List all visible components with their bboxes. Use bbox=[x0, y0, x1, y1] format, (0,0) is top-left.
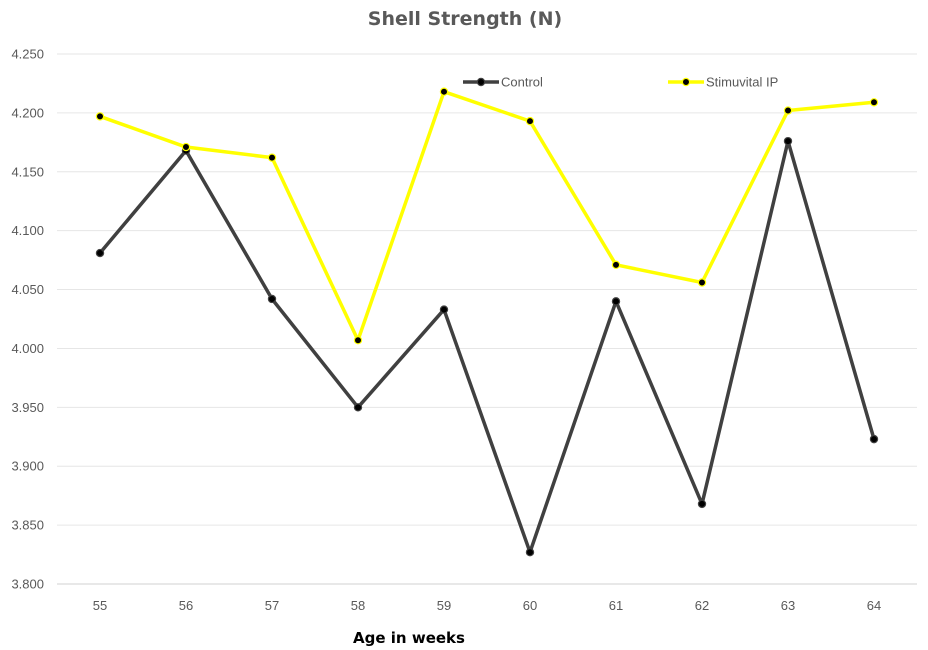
legend: Control Stimuvital IP bbox=[463, 75, 778, 90]
data-point bbox=[95, 248, 105, 258]
series-line bbox=[98, 139, 876, 554]
data-point bbox=[783, 136, 793, 146]
data-point bbox=[611, 297, 621, 306]
x-tick-label: 58 bbox=[351, 598, 365, 613]
y-tick-label: 4.250 bbox=[11, 47, 44, 62]
series-layer bbox=[95, 87, 879, 557]
data-point bbox=[267, 153, 277, 162]
y-tick-label: 4.100 bbox=[11, 223, 44, 238]
data-point bbox=[353, 336, 363, 345]
y-tick-label: 3.950 bbox=[11, 400, 44, 415]
y-tick-label: 4.200 bbox=[11, 105, 44, 120]
data-point bbox=[95, 112, 105, 121]
data-point bbox=[869, 98, 879, 107]
data-point bbox=[611, 260, 621, 270]
y-tick-label: 4.000 bbox=[11, 341, 44, 356]
data-point bbox=[697, 278, 707, 287]
data-point bbox=[181, 142, 191, 152]
x-tick-label: 59 bbox=[437, 598, 451, 613]
data-point bbox=[439, 87, 449, 96]
x-tick-label: 63 bbox=[781, 598, 795, 613]
data-point bbox=[869, 434, 879, 444]
series-line bbox=[99, 89, 875, 342]
x-tick-label: 64 bbox=[867, 598, 881, 613]
x-tick-label: 60 bbox=[523, 598, 537, 613]
legend-item: Stimuvital IP bbox=[668, 75, 778, 90]
y-tick-label: 4.050 bbox=[11, 282, 44, 297]
data-point bbox=[525, 548, 535, 557]
data-point bbox=[525, 116, 535, 126]
legend-label: Control bbox=[501, 75, 543, 90]
legend-label: Stimuvital IP bbox=[706, 75, 778, 90]
legend-item: Control bbox=[463, 75, 543, 90]
data-point bbox=[783, 106, 793, 115]
legend-marker bbox=[681, 77, 691, 87]
x-axis-ticks: 55 56 57 58 59 60 61 62 63 64 bbox=[93, 598, 881, 613]
y-tick-label: 3.850 bbox=[11, 518, 44, 533]
gridlines bbox=[57, 53, 917, 585]
x-tick-label: 55 bbox=[93, 598, 107, 613]
x-tick-label: 62 bbox=[695, 598, 709, 613]
x-tick-label: 56 bbox=[179, 598, 193, 613]
data-point bbox=[353, 403, 363, 412]
y-axis-ticks: 3.800 3.850 3.900 3.950 4.000 4.050 4.100 4.150… bbox=[11, 47, 44, 592]
chart-title: Shell Strength (N) bbox=[368, 8, 562, 30]
x-tick-label: 61 bbox=[609, 598, 623, 613]
x-axis-title: Age in weeks bbox=[353, 629, 465, 647]
y-tick-label: 4.150 bbox=[11, 164, 44, 179]
data-point bbox=[439, 305, 449, 314]
y-tick-label: 3.900 bbox=[11, 459, 44, 474]
y-tick-label: 3.800 bbox=[11, 577, 44, 592]
x-tick-label: 57 bbox=[265, 598, 279, 613]
series-control bbox=[95, 136, 879, 557]
legend-marker bbox=[476, 77, 486, 87]
series-stimuvital-ip bbox=[95, 87, 879, 345]
data-point bbox=[697, 499, 707, 509]
data-point bbox=[267, 294, 277, 304]
